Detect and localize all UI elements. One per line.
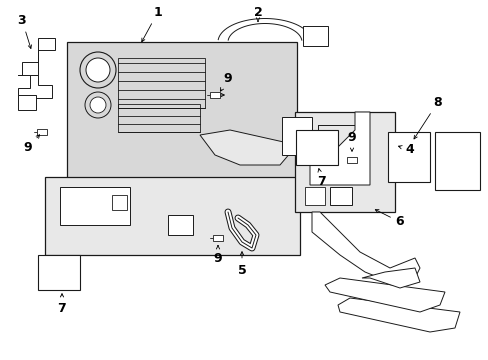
Bar bbox=[60, 187, 130, 225]
Bar bbox=[213, 235, 223, 241]
Bar bbox=[18, 95, 36, 110]
Polygon shape bbox=[361, 268, 419, 288]
Text: 4: 4 bbox=[398, 144, 413, 157]
Text: 1: 1 bbox=[142, 5, 162, 42]
Text: 6: 6 bbox=[375, 210, 404, 229]
Bar bbox=[118, 104, 200, 132]
Circle shape bbox=[86, 58, 110, 82]
Bar bbox=[209, 92, 220, 98]
Circle shape bbox=[90, 97, 106, 113]
Polygon shape bbox=[337, 298, 459, 332]
Polygon shape bbox=[200, 130, 296, 165]
Bar bbox=[282, 117, 311, 155]
Bar bbox=[329, 187, 351, 205]
Polygon shape bbox=[18, 38, 55, 75]
Bar bbox=[168, 215, 193, 235]
Circle shape bbox=[85, 92, 111, 118]
Text: 7: 7 bbox=[317, 168, 325, 189]
Polygon shape bbox=[325, 278, 444, 312]
Text: 2: 2 bbox=[253, 5, 262, 22]
Bar bbox=[305, 187, 325, 205]
Text: 7: 7 bbox=[58, 294, 66, 315]
Bar bbox=[45, 177, 299, 255]
Text: 5: 5 bbox=[237, 252, 246, 276]
Bar bbox=[37, 129, 47, 135]
Text: 9: 9 bbox=[213, 246, 222, 265]
Bar bbox=[112, 195, 127, 210]
Text: 9: 9 bbox=[23, 135, 40, 154]
Text: 9: 9 bbox=[347, 131, 356, 151]
Polygon shape bbox=[311, 212, 419, 282]
Bar bbox=[346, 157, 356, 163]
Text: 9: 9 bbox=[220, 72, 232, 91]
Polygon shape bbox=[309, 112, 369, 185]
Bar bbox=[387, 132, 429, 182]
Bar bbox=[294, 112, 394, 212]
Bar bbox=[118, 58, 204, 108]
Bar bbox=[295, 130, 337, 165]
Circle shape bbox=[80, 52, 116, 88]
Text: 8: 8 bbox=[413, 95, 442, 139]
Polygon shape bbox=[18, 75, 52, 98]
Bar bbox=[38, 255, 80, 290]
Text: 3: 3 bbox=[18, 13, 31, 49]
Bar bbox=[67, 42, 296, 182]
Bar bbox=[303, 26, 327, 46]
Bar bbox=[434, 132, 479, 190]
